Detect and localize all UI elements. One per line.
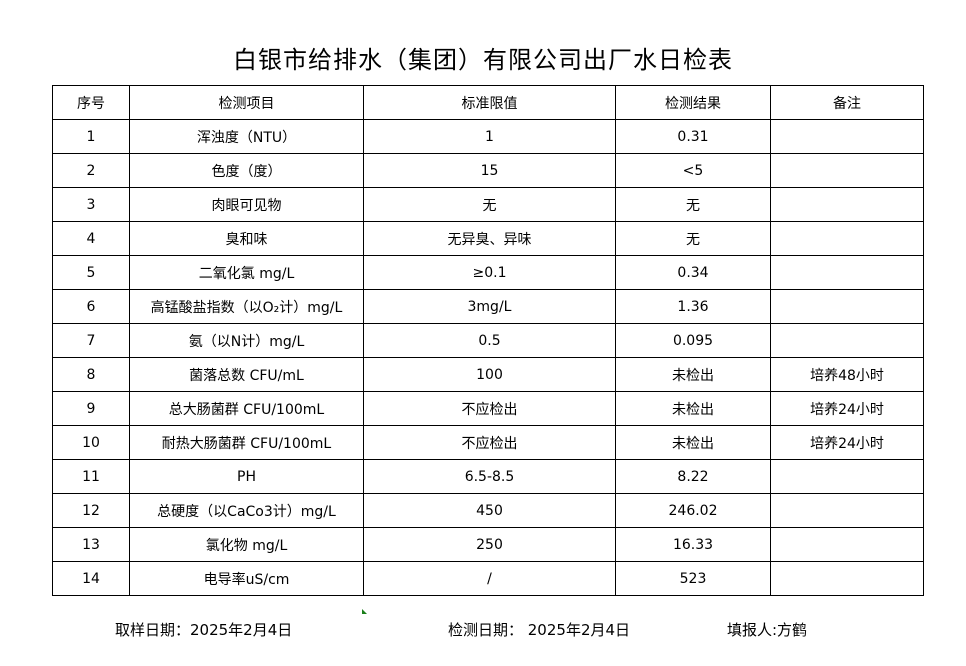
standard-limit-cell: ≥0.1 xyxy=(363,255,616,290)
remark-cell xyxy=(770,187,924,222)
test-result-cell: 0.34 xyxy=(615,255,771,290)
table-row: 7 氨（以N计）mg/L 0.5 0.095 xyxy=(52,323,924,358)
test-item-cell: 氯化物 mg/L xyxy=(129,527,364,562)
remark-cell xyxy=(770,323,924,358)
test-item-cell: 二氧化氯 mg/L xyxy=(129,255,364,290)
row-number-cell: 7 xyxy=(52,323,130,358)
header-cell: 检测项目 xyxy=(129,85,364,120)
row-number-cell: 10 xyxy=(52,425,130,460)
row-number-cell: 3 xyxy=(52,187,130,222)
test-item-cell: 色度（度） xyxy=(129,153,364,188)
reporter: 填报人:方鹤 xyxy=(727,621,808,639)
test-item-cell: 电导率uS/cm xyxy=(129,561,364,596)
standard-limit-cell: 100 xyxy=(363,357,616,392)
row-number-cell: 5 xyxy=(52,255,130,290)
standard-limit-cell: 1 xyxy=(363,119,616,154)
remark-cell xyxy=(770,493,924,528)
remark-cell xyxy=(770,459,924,494)
remark-cell xyxy=(770,255,924,290)
standard-limit-cell: 不应检出 xyxy=(363,425,616,460)
row-number-cell: 11 xyxy=(52,459,130,494)
remark-cell: 培养24小时 xyxy=(770,391,924,426)
test-date: 检测日期： 2025年2月4日 xyxy=(448,621,631,639)
standard-limit-cell: 15 xyxy=(363,153,616,188)
table-row: 13 氯化物 mg/L 250 16.33 xyxy=(52,527,924,562)
standard-limit-cell: 0.5 xyxy=(363,323,616,358)
test-result-cell: 1.36 xyxy=(615,289,771,324)
standard-limit-cell: 250 xyxy=(363,527,616,562)
table-row: 3 肉眼可见物无无 xyxy=(52,187,924,222)
remark-cell xyxy=(770,289,924,324)
table-row: 8 菌落总数 CFU/mL 100 未检出 培养48小时 xyxy=(52,357,924,392)
table-row: 2 色度（度） 15 <5 xyxy=(52,153,924,188)
test-result-cell: 未检出 xyxy=(615,357,771,392)
table-row: 6 高锰酸盐指数（以O₂计）mg/L 3mg/L 1.36 xyxy=(52,289,924,324)
test-result-cell: 无 xyxy=(615,221,771,256)
inspection-table: 序号 检测项目 标准限值 检测结果 备注 1 浑浊度（NTU） 1 0.31 2 色度（度… xyxy=(52,85,924,596)
row-number-cell: 4 xyxy=(52,221,130,256)
standard-limit-cell: 无 xyxy=(363,187,616,222)
test-result-cell: 无 xyxy=(615,187,771,222)
table-row: 5 二氧化氯 mg/L ≥0.1 0.34 xyxy=(52,255,924,290)
row-number-cell: 14 xyxy=(52,561,130,596)
table-row: 1 浑浊度（NTU） 1 0.31 xyxy=(52,119,924,154)
test-result-cell: 8.22 xyxy=(615,459,771,494)
remark-cell: 培养48小时 xyxy=(770,357,924,392)
table-row: 9 总大肠菌群 CFU/100mL 不应检出 未检出 培养24小时 xyxy=(52,391,924,426)
standard-limit-cell: 6.5-8.5 xyxy=(363,459,616,494)
test-item-cell: 菌落总数 CFU/mL xyxy=(129,357,364,392)
test-result-cell: 未检出 xyxy=(615,425,771,460)
remark-cell xyxy=(770,527,924,562)
standard-limit-cell: / xyxy=(363,561,616,596)
remark-cell xyxy=(770,119,924,154)
test-item-cell: 浑浊度（NTU） xyxy=(129,119,364,154)
remark-cell xyxy=(770,561,924,596)
header-cell: 标准限值 xyxy=(363,85,616,120)
remark-cell xyxy=(770,221,924,256)
row-number-cell: 1 xyxy=(52,119,130,154)
test-result-cell: 0.31 xyxy=(615,119,771,154)
standard-limit-cell: 不应检出 xyxy=(363,391,616,426)
sampling-date: 取样日期：2025年2月4日 xyxy=(115,621,293,639)
table-row: 4 臭和味 无异臭、异味无 xyxy=(52,221,924,256)
test-result-cell: 16.33 xyxy=(615,527,771,562)
standard-limit-cell: 无异臭、异味 xyxy=(363,221,616,256)
test-item-cell: 氨（以N计）mg/L xyxy=(129,323,364,358)
table-row: 10 耐热大肠菌群 CFU/100mL 不应检出 未检出 培养24小时 xyxy=(52,425,924,460)
test-item-cell: 肉眼可见物 xyxy=(129,187,364,222)
test-item-cell: 总大肠菌群 CFU/100mL xyxy=(129,391,364,426)
row-number-cell: 6 xyxy=(52,289,130,324)
header-cell: 备注 xyxy=(770,85,924,120)
header-cell: 检测结果 xyxy=(615,85,771,120)
test-item-cell: 高锰酸盐指数（以O₂计）mg/L xyxy=(129,289,364,324)
table-header-row: 序号 检测项目 标准限值 检测结果 备注 xyxy=(52,85,924,120)
row-number-cell: 8 xyxy=(52,357,130,392)
row-number-cell: 2 xyxy=(52,153,130,188)
table-row: 12 总硬度（以CaCo3计）mg/L 450 246.02 xyxy=(52,493,924,528)
table-row: 11 PH 6.5-8.5 8.22 xyxy=(52,459,924,494)
test-item-cell: 臭和味 xyxy=(129,221,364,256)
header-cell: 序号 xyxy=(52,85,130,120)
test-item-cell: 耐热大肠菌群 CFU/100mL xyxy=(129,425,364,460)
test-result-cell: 523 xyxy=(615,561,771,596)
remark-cell: 培养24小时 xyxy=(770,425,924,460)
test-item-cell: 总硬度（以CaCo3计）mg/L xyxy=(129,493,364,528)
cell-comment-marker xyxy=(362,609,367,614)
row-number-cell: 13 xyxy=(52,527,130,562)
row-number-cell: 12 xyxy=(52,493,130,528)
test-result-cell: 0.095 xyxy=(615,323,771,358)
table-row: 14 电导率uS/cm/523 xyxy=(52,561,924,596)
row-number-cell: 9 xyxy=(52,391,130,426)
test-result-cell: 未检出 xyxy=(615,391,771,426)
test-result-cell: 246.02 xyxy=(615,493,771,528)
standard-limit-cell: 3mg/L xyxy=(363,289,616,324)
test-item-cell: PH xyxy=(129,459,364,494)
remark-cell xyxy=(770,153,924,188)
test-result-cell: <5 xyxy=(615,153,771,188)
document-title: 白银市给排水（集团）有限公司出厂水日检表 xyxy=(233,46,733,74)
standard-limit-cell: 450 xyxy=(363,493,616,528)
